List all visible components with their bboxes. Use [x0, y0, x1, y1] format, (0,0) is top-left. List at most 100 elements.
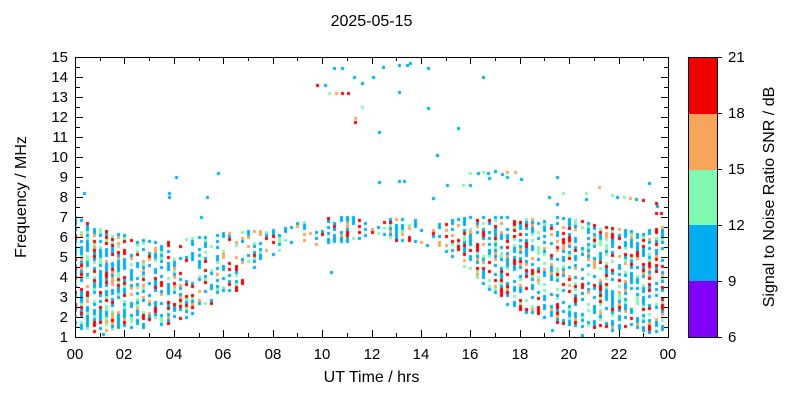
y-major-tick	[76, 297, 83, 298]
y-major-tick	[76, 277, 83, 278]
x-minor-tick	[248, 57, 249, 61]
plot-frame	[75, 57, 669, 338]
x-tick-label: 00	[66, 346, 84, 363]
x-tick-label: 20	[560, 346, 578, 363]
y-tick-label: 15	[51, 49, 68, 66]
x-tick-label: 14	[412, 346, 430, 363]
x-major-tick	[124, 330, 125, 337]
x-minor-tick	[643, 333, 644, 337]
y-tick-label: 10	[51, 149, 68, 166]
colorbar-tick-label: 18	[728, 105, 745, 122]
x-minor-tick	[199, 333, 200, 337]
x-tick-label: 12	[363, 346, 381, 363]
x-major-tick	[174, 330, 175, 337]
x-major-tick	[470, 57, 471, 64]
y-minor-tick	[664, 207, 668, 208]
y-major-tick	[661, 217, 668, 218]
x-major-tick	[75, 57, 76, 64]
x-minor-tick	[347, 333, 348, 337]
y-minor-tick	[664, 287, 668, 288]
y-tick-label: 2	[59, 309, 68, 326]
x-major-tick	[273, 57, 274, 64]
x-minor-tick	[643, 57, 644, 61]
y-minor-tick	[664, 147, 668, 148]
y-tick-label: 12	[51, 109, 68, 126]
x-minor-tick	[100, 57, 101, 61]
x-tick-label: 00	[659, 346, 677, 363]
y-minor-tick	[76, 327, 80, 328]
x-major-tick	[223, 330, 224, 337]
y-tick-label: 3	[59, 289, 68, 306]
colorbar-label: Signal to Noise Ratio SNR / dB	[761, 86, 778, 308]
y-tick-label: 1	[59, 329, 68, 346]
y-tick-label: 8	[59, 189, 68, 206]
y-major-tick	[661, 77, 668, 78]
x-minor-tick	[100, 333, 101, 337]
x-tick-label: 08	[264, 346, 282, 363]
x-tick-label: 22	[610, 346, 628, 363]
y-major-tick	[661, 197, 668, 198]
x-major-tick	[372, 330, 373, 337]
x-minor-tick	[396, 57, 397, 61]
y-minor-tick	[664, 307, 668, 308]
y-minor-tick	[664, 107, 668, 108]
x-tick-label: 06	[214, 346, 232, 363]
x-major-tick	[174, 57, 175, 64]
y-major-tick	[76, 177, 83, 178]
y-tick-label: 7	[59, 209, 68, 226]
x-major-tick	[372, 57, 373, 64]
y-major-tick	[76, 337, 83, 338]
x-tick-label: 16	[461, 346, 479, 363]
y-minor-tick	[76, 147, 80, 148]
x-major-tick	[273, 330, 274, 337]
y-minor-tick	[664, 327, 668, 328]
y-minor-tick	[76, 67, 80, 68]
plot-title: 2025-05-15	[330, 13, 413, 30]
y-major-tick	[661, 277, 668, 278]
colorbar-tick	[718, 225, 722, 226]
y-tick-label: 9	[59, 169, 68, 186]
x-minor-tick	[544, 333, 545, 337]
x-major-tick	[223, 57, 224, 64]
x-minor-tick	[495, 333, 496, 337]
y-major-tick	[76, 117, 83, 118]
x-major-tick	[668, 57, 669, 64]
x-major-tick	[520, 330, 521, 337]
y-major-tick	[661, 177, 668, 178]
x-major-tick	[619, 330, 620, 337]
colorbar-band-6-9	[689, 281, 717, 337]
y-major-tick	[661, 157, 668, 158]
x-minor-tick	[149, 333, 150, 337]
x-minor-tick	[495, 57, 496, 61]
y-minor-tick	[76, 187, 80, 188]
y-major-tick	[76, 197, 83, 198]
y-minor-tick	[76, 287, 80, 288]
y-minor-tick	[76, 207, 80, 208]
x-minor-tick	[248, 333, 249, 337]
x-major-tick	[668, 330, 669, 337]
colorbar-tick	[718, 113, 722, 114]
colorbar-band-15-18	[689, 113, 717, 170]
x-major-tick	[569, 330, 570, 337]
y-major-tick	[661, 297, 668, 298]
y-major-tick	[661, 97, 668, 98]
y-major-tick	[661, 337, 668, 338]
snr-colorbar	[688, 57, 718, 338]
y-major-tick	[76, 157, 83, 158]
y-minor-tick	[76, 247, 80, 248]
x-minor-tick	[446, 333, 447, 337]
x-major-tick	[569, 57, 570, 64]
colorbar-tick	[718, 169, 722, 170]
colorbar-band-12-15	[689, 169, 717, 226]
y-major-tick	[661, 57, 668, 58]
x-minor-tick	[297, 57, 298, 61]
y-minor-tick	[664, 67, 668, 68]
x-major-tick	[470, 330, 471, 337]
x-major-tick	[124, 57, 125, 64]
x-minor-tick	[544, 57, 545, 61]
y-tick-label: 11	[52, 129, 68, 146]
x-minor-tick	[594, 57, 595, 61]
colorbar-tick	[718, 337, 722, 338]
y-tick-label: 14	[51, 69, 68, 86]
